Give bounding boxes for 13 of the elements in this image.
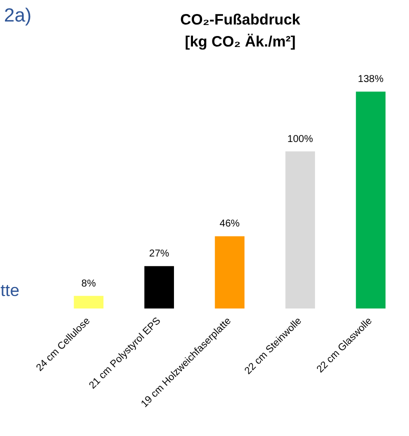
chart-title: CO₂-Fußabdruck [kg CO₂ Äk./m²]	[180, 12, 301, 50]
data-label: 8%	[81, 278, 96, 290]
bar	[144, 266, 174, 308]
data-label: 27%	[149, 248, 170, 260]
text: tte	[0, 280, 20, 300]
data-label: 100%	[287, 134, 314, 145]
bar	[285, 151, 316, 308]
data-label: 46%	[220, 218, 240, 230]
data-label: 138%	[358, 74, 384, 86]
bar	[214, 236, 244, 308]
bar	[74, 296, 104, 308]
bar	[356, 92, 386, 308]
text: 2a)	[4, 6, 32, 27]
